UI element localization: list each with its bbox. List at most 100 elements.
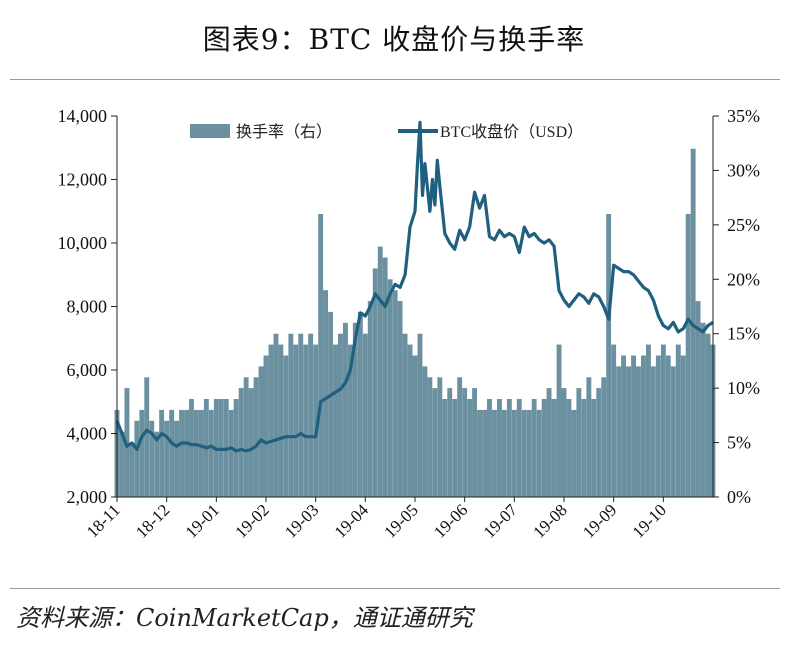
turnover-bar [199,409,204,497]
turnover-bar [571,409,577,497]
turnover-bar [432,388,438,497]
turnover-bar [387,279,393,497]
turnover-bar [487,399,492,497]
turnover-bar [680,355,686,497]
turnover-bar [333,344,338,497]
turnover-bar [541,399,547,497]
turnover-bar [362,333,368,497]
turnover-bar [402,333,408,497]
turnover-bar [626,366,631,497]
turnover-bar [228,409,234,497]
turnover-bar [616,366,622,497]
turnover-bar [179,409,184,497]
turnover-bar [372,268,378,497]
turnover-bar [660,344,666,497]
x-tick-label: 19-03 [281,500,322,541]
y-left-tick-label: 6,000 [67,360,108,380]
turnover-bar [343,322,348,497]
turnover-bar [462,388,468,497]
turnover-bar [189,399,194,497]
turnover-bar [506,399,512,497]
y-right-tick-label: 25% [727,215,760,235]
legend-line-label: BTC收盘价（USD） [440,122,583,141]
turnover-bar [328,311,333,497]
turnover-bar [690,148,696,497]
y-right-tick-label: 20% [727,269,760,289]
y-left-tick-label: 14,000 [58,106,108,126]
turnover-bar [238,388,244,497]
turnover-bar [154,431,160,497]
turnover-bar [501,409,507,497]
turnover-bar [174,420,179,497]
y-right-tick-label: 15% [727,324,760,344]
turnover-bar [536,409,542,497]
turnover-bar [397,301,403,497]
turnover-bar [318,214,324,497]
turnover-bar [531,399,537,497]
legend: 换手率（右） BTC收盘价（USD） [190,122,583,141]
y-left-tick-label: 2,000 [67,487,108,507]
turnover-bar [437,377,443,497]
turnover-bar [581,399,587,497]
turnover-bar [591,399,597,497]
source-note: 资料来源：CoinMarketCap，通证通研究 [16,604,473,632]
x-tick-label: 18-12 [132,500,173,541]
price-line-layer [115,120,714,453]
x-tick-label: 19-02 [231,500,272,541]
turnover-bar [407,344,413,497]
turnover-bar [457,377,463,497]
turnover-bar [169,409,175,497]
turnover-bar [144,377,150,497]
turnover-bar [283,355,289,497]
y-right-tick-label: 0% [727,487,751,507]
title-divider [10,79,780,80]
turnover-bar [670,366,676,497]
turnover-bar [546,388,552,497]
turnover-bar [323,290,328,497]
turnover-bar [338,333,343,497]
turnover-bar [631,355,636,497]
x-tick-label: 19-10 [629,500,670,541]
turnover-bar [263,355,269,497]
turnover-bar [352,322,358,497]
turnover-bar [621,355,626,497]
turnover-bar [164,420,170,497]
y-left-tick-label: 4,000 [67,424,108,444]
turnover-bar [348,344,353,497]
turnover-bar [313,344,319,497]
legend-bar-swatch [190,124,230,138]
turnover-bar [650,366,656,497]
turnover-bar [452,399,458,497]
turnover-bar [382,257,388,497]
turnover-bar [194,409,199,497]
turnover-bar [482,409,487,497]
turnover-bar [308,333,314,497]
turnover-bar [134,420,140,497]
x-tick-label: 19-04 [331,500,373,542]
turnover-bar [357,311,363,497]
y-right-tick-label: 10% [727,378,760,398]
x-tick-label: 19-07 [480,500,522,542]
turnover-bar [367,301,373,497]
turnover-bar [293,344,299,497]
x-tick-label: 19-01 [182,500,223,541]
y-left-tick-label: 10,000 [58,233,108,253]
turnover-bar [417,333,423,497]
turnover-bar [521,409,527,497]
turnover-bar [655,355,661,497]
turnover-bar [576,388,582,497]
turnover-bar [492,409,497,497]
turnover-bar [233,399,239,497]
turnover-bar [467,399,473,497]
y-left-tick-label: 12,000 [58,170,108,190]
x-tick-label: 19-09 [579,500,620,541]
turnover-bar [601,377,607,497]
turnover-bar [586,377,592,497]
turnover-bar [511,409,517,497]
turnover-bar [298,333,304,497]
turnover-bar [268,344,274,497]
source-divider [10,588,780,589]
turnover-bar [516,399,522,497]
turnover-bar [258,366,264,497]
turnover-bar [705,333,711,497]
